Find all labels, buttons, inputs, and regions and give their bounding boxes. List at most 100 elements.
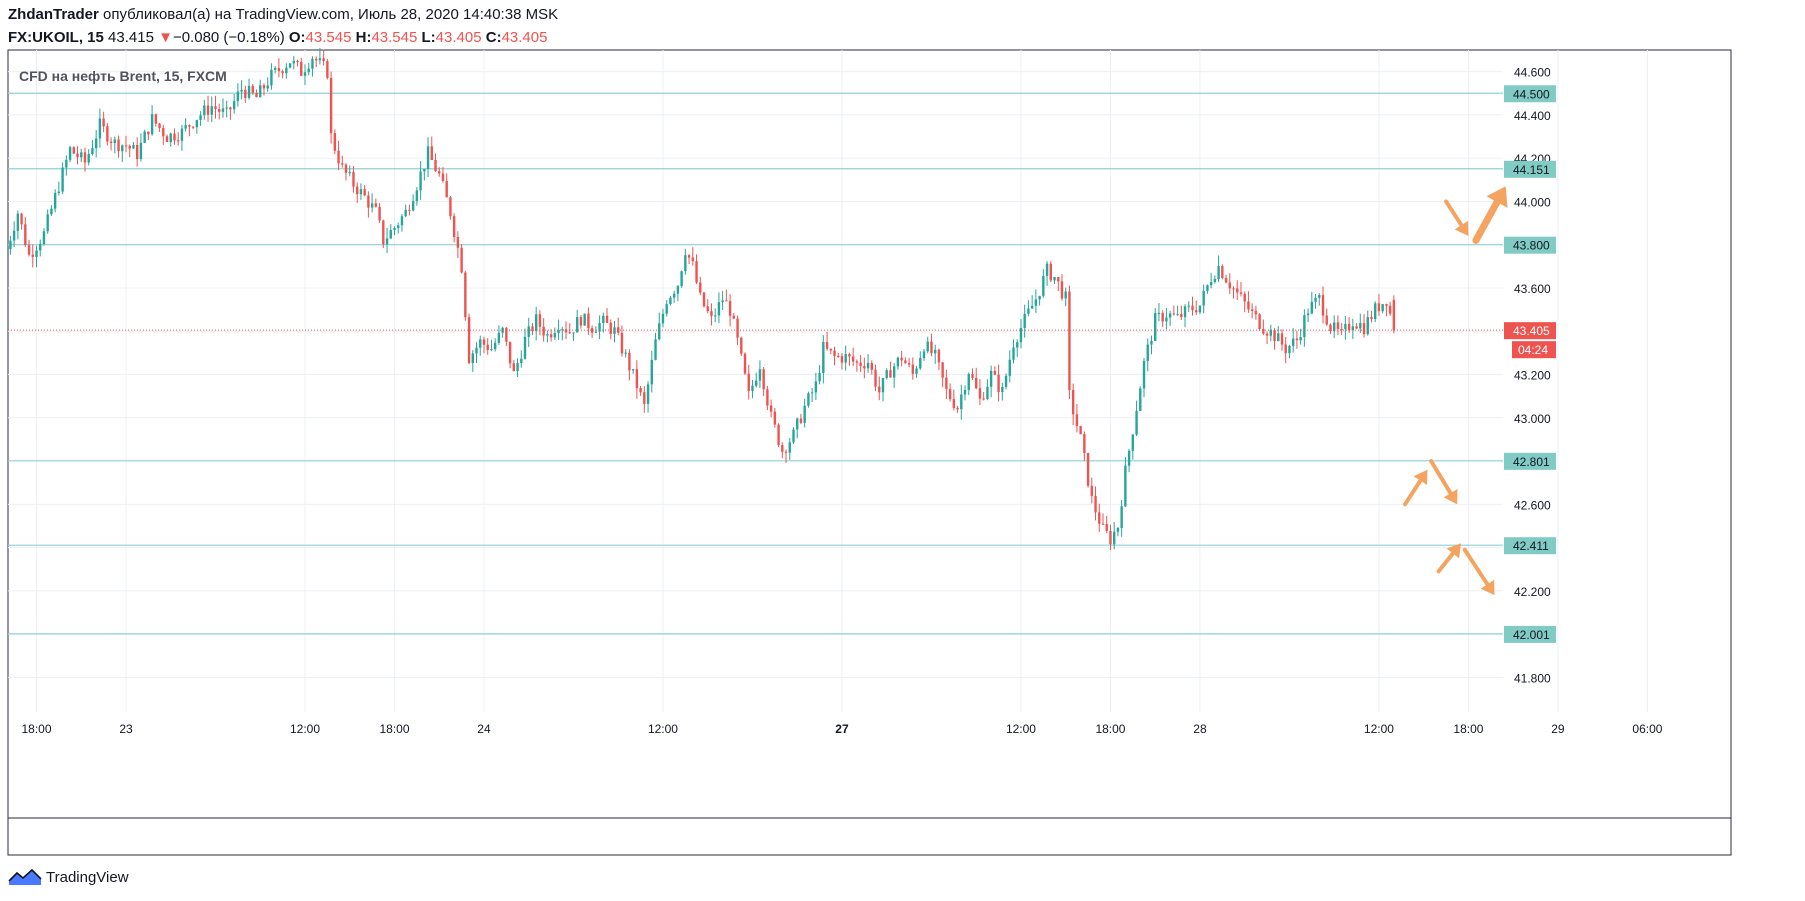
candle-body: [1303, 315, 1306, 338]
candle-body: [42, 231, 46, 245]
candle-body: [389, 229, 392, 239]
trend-arrow[interactable]: [1462, 547, 1495, 596]
candle-body: [628, 352, 631, 371]
candle-body: [1112, 531, 1116, 545]
last-price-label: 43.405: [1513, 324, 1550, 338]
candle-body: [900, 357, 903, 361]
candle-body: [1146, 344, 1149, 361]
low-label: L:: [421, 29, 436, 46]
candle-body: [1258, 314, 1261, 330]
candle-body: [1344, 323, 1347, 330]
candle-body: [1374, 303, 1377, 320]
candle-body: [255, 92, 258, 98]
x-tick-label: 12:00: [648, 722, 678, 736]
candle-body: [98, 118, 102, 139]
candle-body: [397, 225, 400, 228]
candle-body: [1217, 265, 1220, 280]
candle-body: [1336, 322, 1340, 329]
candle-body: [270, 69, 273, 86]
candle-body: [128, 145, 131, 149]
close-value: 43.405: [501, 29, 548, 46]
candle-body: [516, 363, 519, 372]
candle-body: [833, 350, 836, 356]
candle-body: [135, 144, 139, 160]
candle-body: [855, 361, 859, 363]
candle-body: [195, 120, 199, 128]
candle-body: [1288, 345, 1291, 354]
level-price-label: 43.800: [1513, 239, 1550, 253]
candle-body: [1236, 288, 1239, 293]
candle-body: [150, 114, 154, 135]
candle-body: [355, 186, 359, 195]
arrow-shaft: [1436, 551, 1455, 574]
candle-body: [829, 348, 832, 351]
candle-body: [1057, 277, 1060, 282]
candle-body: [1332, 322, 1336, 332]
candle-body: [486, 344, 489, 351]
candle-body: [311, 58, 314, 69]
candle-body: [1094, 495, 1097, 513]
arrow-head: [1480, 579, 1495, 596]
arrow-shaft: [1403, 478, 1423, 507]
candle-body: [948, 389, 952, 400]
candle-body: [1045, 263, 1049, 276]
candle-body: [762, 369, 765, 390]
x-tick-label: 23: [119, 722, 133, 736]
candle-body: [1221, 265, 1224, 279]
candle-body: [1228, 282, 1231, 289]
candle-body: [76, 153, 79, 158]
candle-body: [333, 133, 337, 151]
candle-body: [1120, 506, 1123, 529]
trend-arrow[interactable]: [1403, 469, 1428, 507]
candle-body: [460, 247, 463, 273]
candle-body: [1198, 305, 1202, 313]
candle-body: [449, 197, 452, 217]
candle-body: [695, 261, 698, 283]
candle-body: [16, 213, 20, 231]
candle-body: [691, 257, 695, 262]
candle-body: [732, 315, 736, 319]
candle-body: [1295, 338, 1299, 341]
author-name[interactable]: ZhdanTrader: [8, 6, 99, 23]
candle-body: [878, 386, 881, 393]
x-tick-label: 18:00: [379, 722, 409, 736]
candle-body: [546, 334, 549, 336]
candle-body: [661, 313, 665, 324]
candle-body: [1366, 317, 1369, 335]
close-label: C:: [485, 29, 502, 46]
candle-body: [605, 315, 609, 323]
tradingview-logo[interactable]: TradingView: [8, 868, 129, 886]
candle-body: [31, 254, 34, 257]
candle-body: [1154, 313, 1157, 341]
candle-body: [456, 236, 460, 248]
candle-body: [520, 358, 523, 364]
candle-body: [1075, 414, 1079, 427]
candle-body: [699, 282, 702, 293]
candle-body: [501, 327, 504, 333]
candle-body: [602, 315, 605, 324]
candle-body: [997, 374, 1000, 393]
candle-body: [747, 373, 750, 391]
candle-body: [1187, 305, 1190, 307]
low-value: 43.405: [435, 29, 482, 46]
trend-arrow[interactable]: [1444, 199, 1469, 237]
trend-arrow[interactable]: [1436, 543, 1461, 574]
level-price-badge: [1504, 85, 1556, 103]
candle-body: [911, 364, 915, 374]
x-tick-label: 12:00: [1364, 722, 1394, 736]
candle-body: [740, 337, 743, 354]
candle-body: [191, 126, 195, 128]
candle-body: [184, 125, 187, 129]
candle-body: [919, 358, 922, 369]
candle-body: [549, 334, 553, 338]
candle-body: [937, 349, 941, 363]
candle-body: [482, 339, 486, 345]
candle-body: [158, 123, 161, 129]
trend-arrow[interactable]: [1472, 186, 1508, 244]
candle-body: [1101, 523, 1105, 525]
published-text: опубликовал(а) на TradingView.com, Июль …: [103, 6, 559, 23]
candle-body: [46, 214, 49, 232]
arrow-head: [1454, 220, 1469, 237]
trend-arrow[interactable]: [1429, 459, 1458, 505]
